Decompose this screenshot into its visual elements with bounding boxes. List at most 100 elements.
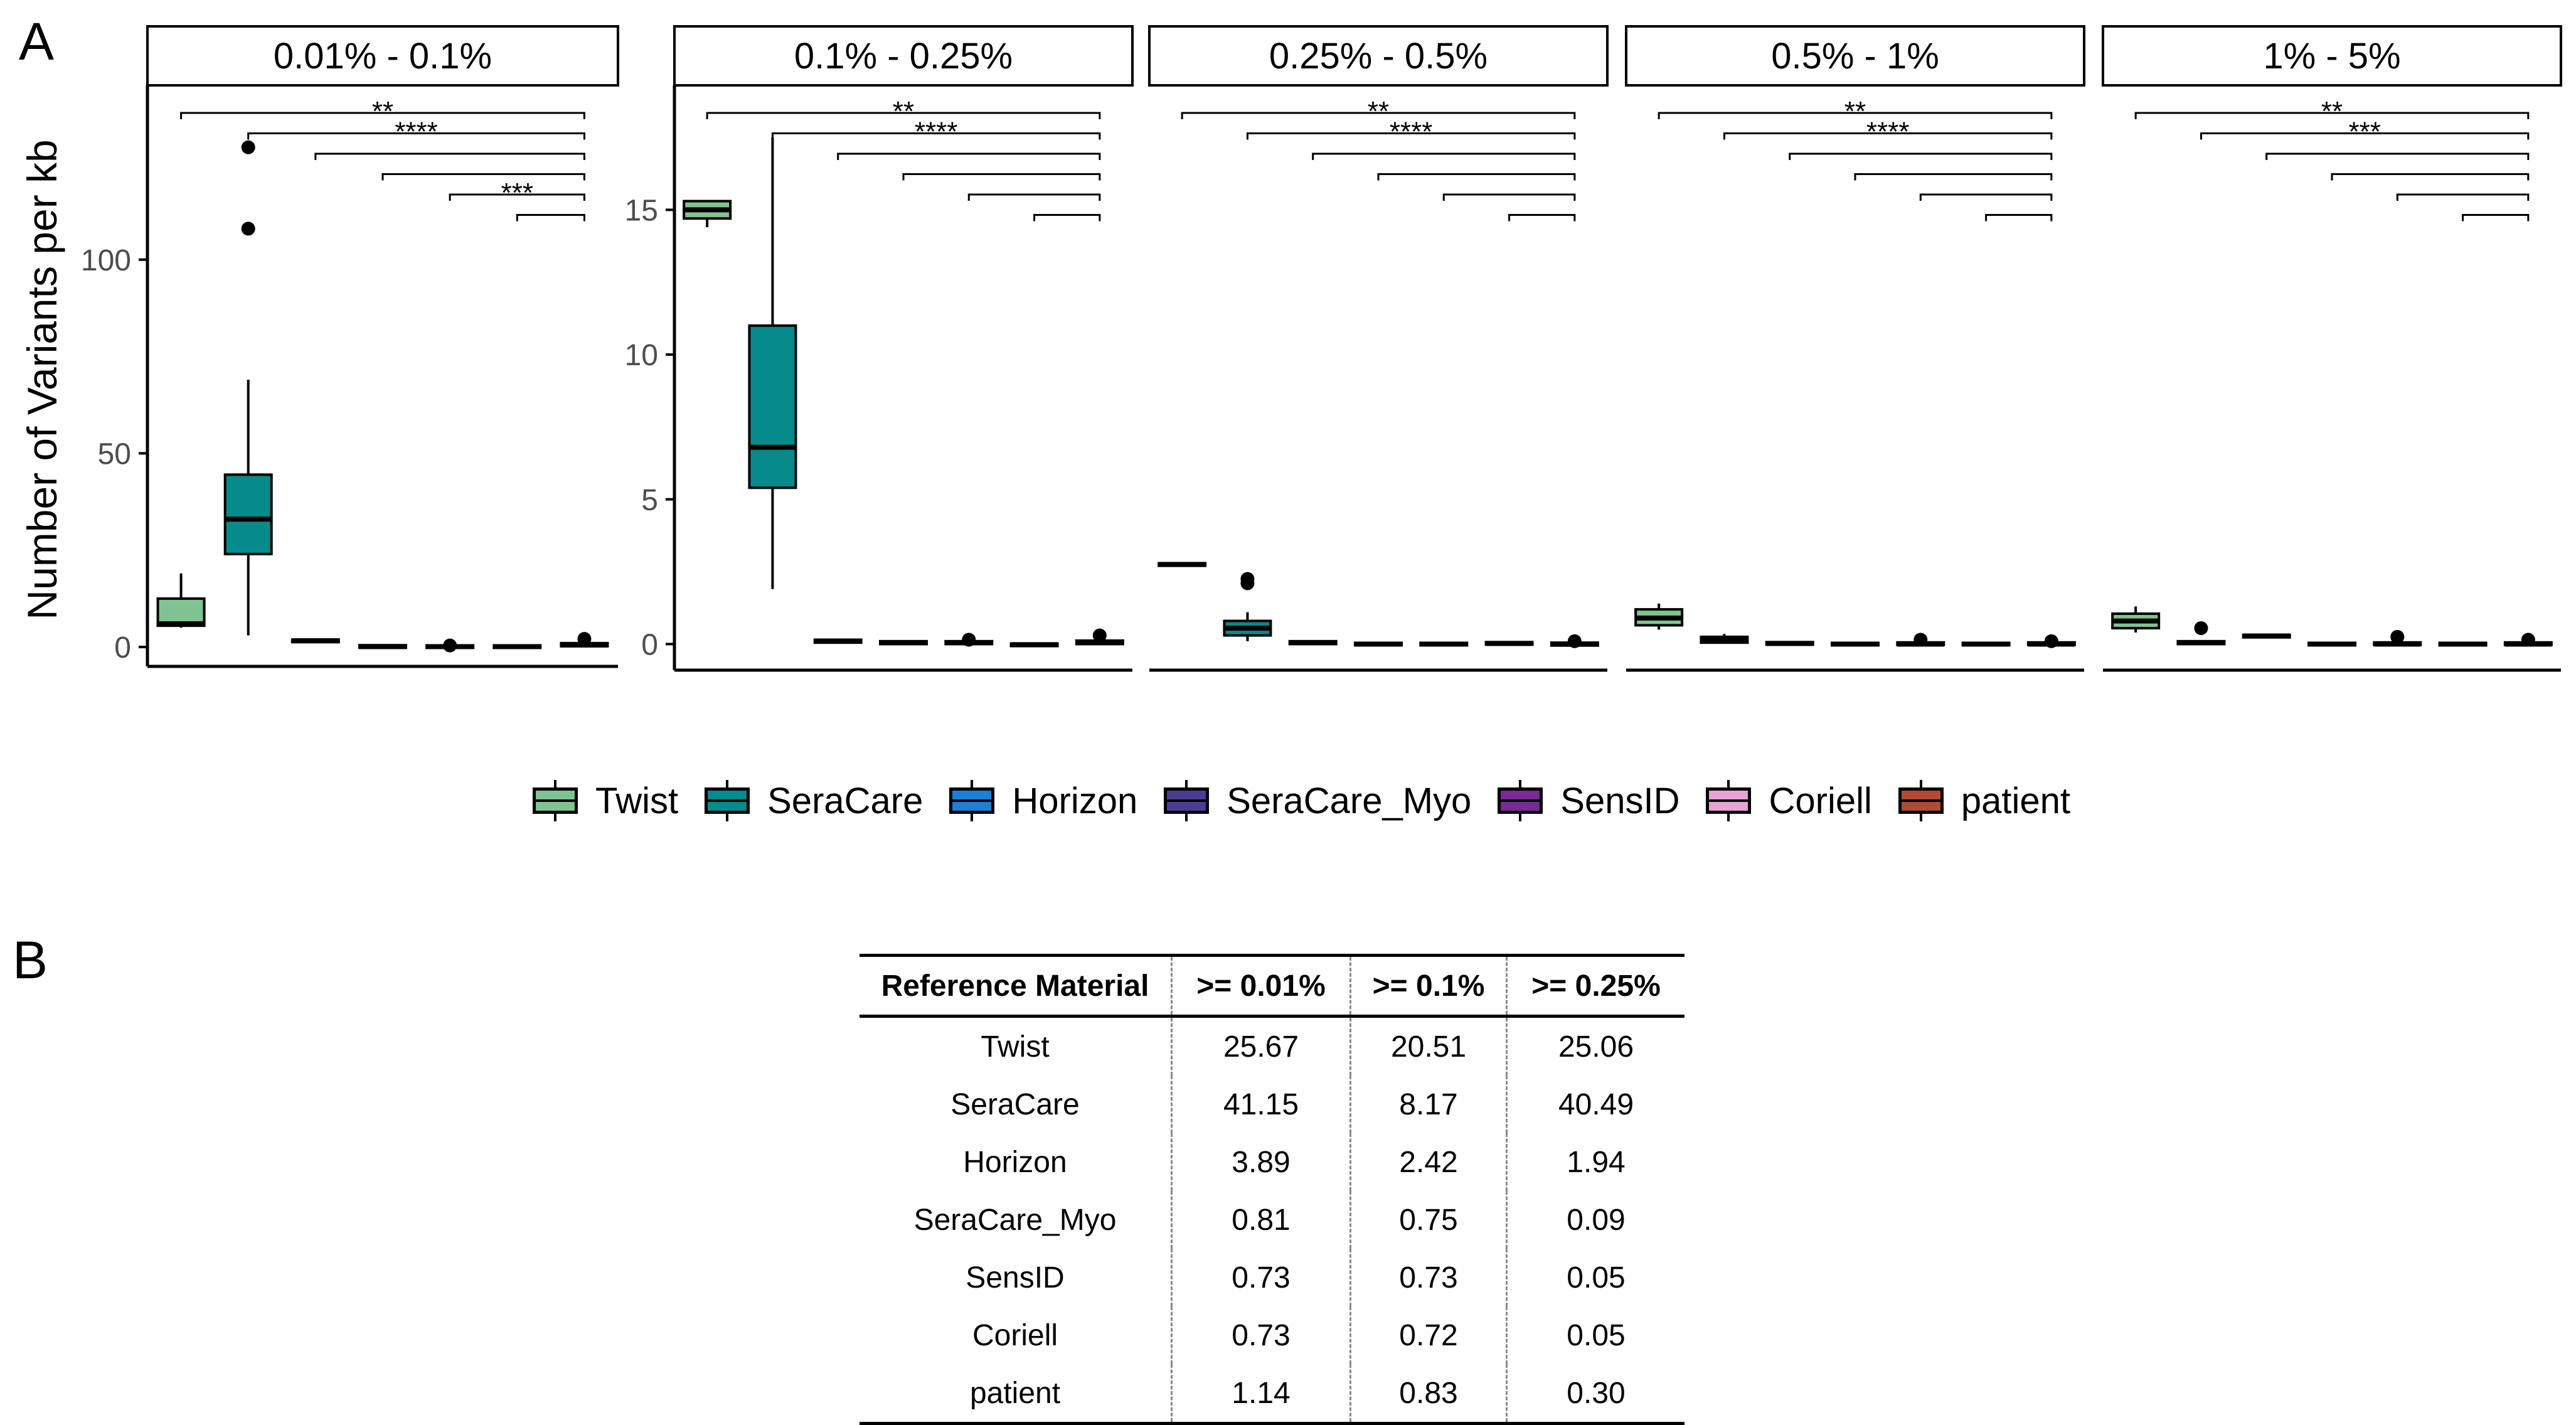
facet-5-bracket-twist-patient — [2134, 112, 2530, 119]
facet-4-strip — [1625, 25, 2085, 87]
panel-b-label: B — [13, 931, 48, 990]
legend-key-coriell — [1703, 780, 1754, 821]
facet-1-bracket-sensid-patient — [449, 193, 585, 201]
table-cell-value: 25.06 — [1506, 1016, 1685, 1075]
facet-2-bracket-sensid-patient — [967, 193, 1101, 201]
facet-2-y-tick-label: 10 — [625, 339, 658, 372]
table-cell-name: SensID — [966, 1261, 1065, 1294]
facet-4-bracket-horizon-patient — [1789, 152, 2053, 160]
table-cell-value: 0.73 — [1171, 1306, 1351, 1364]
facet-3-bracket-coriell-patient — [1508, 214, 1576, 221]
facet-1-bracket-seracare-patient-label: **** — [395, 117, 438, 147]
table-row: Horizon 3.89 2.42 1.94 — [860, 1133, 1685, 1191]
table-cell-value: 0.81 — [1171, 1191, 1351, 1249]
facet-5-strip — [2102, 25, 2562, 87]
facet-2-bracket-horizon-patient — [837, 152, 1101, 160]
table-cell-value: 0.30 — [1506, 1364, 1685, 1424]
facet-1-y-tick-label: 50 — [98, 437, 131, 471]
table-cell-name: Twist — [981, 1030, 1050, 1064]
facet-3-box-seracare-outlier — [1240, 572, 1255, 586]
header-reference-material: Reference Material — [881, 969, 1149, 1003]
facet-1-bracket-coriell-patient — [516, 214, 585, 221]
legend-label-sensid: SensID — [1560, 780, 1680, 821]
facet-5-bracket-seracare-patient-label: *** — [2348, 117, 2380, 147]
facet-3-strip — [1148, 25, 1609, 87]
facet-3-bracket-seracare-myo-patient — [1377, 173, 1576, 181]
table-row: Coriell 0.73 0.72 0.05 — [860, 1306, 1685, 1364]
legend-label-seracare: SeraCare — [767, 780, 923, 821]
table-cell-value: 3.89 — [1171, 1133, 1351, 1191]
legend-item-horizon: Horizon — [947, 780, 1137, 822]
facet-2-y-tick-label: 15 — [625, 194, 658, 227]
legend-key-seracare-myo — [1161, 780, 1211, 821]
legend-item-seracare-myo: SeraCare_Myo — [1161, 780, 1471, 822]
facet-1-bracket-seracare-patient — [247, 132, 585, 140]
header-ge-0-01: >= 0.01% — [1171, 955, 1351, 1017]
facet-2-strip — [673, 25, 1134, 87]
legend-item-seracare: SeraCare — [702, 780, 923, 822]
table-cell-value: 0.75 — [1349, 1191, 1507, 1249]
facet-4-bracket-seracare-patient-label: **** — [1866, 117, 1910, 147]
facet-4-bracket-sensid-patient — [1919, 193, 2053, 201]
facet-2-box-seracare — [748, 324, 797, 489]
facet-5-bracket-seracare-myo-patient — [2331, 173, 2530, 181]
facet-1-box-seracare-outlier — [241, 140, 255, 154]
facet-3-box-patient-outlier — [1567, 634, 1582, 648]
reference-material-table: Reference Material >= 0.01% >= 0.1% >= 0… — [860, 954, 1685, 1425]
legend-label-seracare-myo: SeraCare_Myo — [1227, 780, 1472, 821]
legend: Twist SeraCare Horizon SeraCare_Myo Sens… — [530, 771, 2094, 831]
legend-key-patient — [1896, 780, 1946, 821]
table-cell-name: SeraCare — [950, 1087, 1080, 1121]
facet-4-bracket-twist-patient-label: ** — [1844, 96, 1866, 127]
table-cell-value: 0.73 — [1171, 1249, 1351, 1306]
facet-1-box-seracare — [223, 473, 273, 555]
table-row: SeraCare_Myo 0.81 0.75 0.09 — [860, 1191, 1685, 1249]
table-cell-name: Coriell — [972, 1318, 1058, 1352]
facet-5-bracket-seracare-patient — [2200, 132, 2530, 140]
table-header-row: Reference Material >= 0.01% >= 0.1% >= 0… — [860, 955, 1685, 1017]
facet-5-box-sensid-outlier — [2390, 629, 2405, 644]
legend-key-sensid — [1495, 780, 1545, 821]
table-cell-value: 0.73 — [1349, 1249, 1507, 1306]
facet-1-bracket-seracare-myo-patient — [381, 173, 585, 181]
table-row: SeraCare 41.15 8.17 40.49 — [860, 1075, 1685, 1133]
legend-item-coriell: Coriell — [1703, 780, 1872, 822]
facet-2-bracket-seracare-myo-patient — [902, 173, 1101, 181]
table-cell-value: 2.42 — [1349, 1133, 1507, 1191]
facet-1-bracket-twist-patient — [180, 112, 585, 119]
facet-1-box-sensid-outlier — [443, 638, 457, 653]
legend-label-patient: patient — [1961, 780, 2071, 821]
facet-4-bracket-seracare-myo-patient — [1854, 173, 2053, 181]
header-ge-0-1: >= 0.1% — [1349, 955, 1507, 1017]
facet-4-box-patient-outlier — [2044, 634, 2058, 648]
table-cell-value: 25.67 — [1171, 1016, 1351, 1075]
facet-2-y-tick-label: 0 — [641, 628, 658, 661]
facet-4-strip-label: 0.5% - 1% — [1771, 36, 1939, 77]
legend-label-horizon: Horizon — [1012, 780, 1138, 821]
table-cell-value: 0.09 — [1506, 1191, 1685, 1249]
legend-label-coriell: Coriell — [1769, 780, 1872, 821]
facet-5-box-seracare-outlier — [2194, 621, 2208, 636]
table-cell-name: patient — [969, 1376, 1061, 1410]
legend-label-twist: Twist — [595, 780, 679, 821]
facet-2-box-sensid-outlier — [962, 632, 976, 647]
table-cell-value: 1.94 — [1506, 1133, 1685, 1191]
facet-3-strip-label: 0.25% - 0.5% — [1269, 36, 1488, 77]
table-cell-value: 1.14 — [1171, 1364, 1351, 1424]
legend-item-sensid: SensID — [1495, 780, 1679, 822]
facet-1-box-patient-outlier — [577, 632, 592, 646]
facet-3-bracket-sensid-patient — [1442, 193, 1576, 201]
table-cell-value: 0.83 — [1349, 1364, 1507, 1424]
facet-1-strip — [146, 25, 619, 87]
facet-1-box-seracare-outlier — [241, 221, 255, 236]
legend-key-horizon — [947, 780, 997, 821]
header-ge-0-25: >= 0.25% — [1506, 955, 1685, 1017]
facet-5-bracket-coriell-patient — [2462, 214, 2530, 221]
table-cell-value: 8.17 — [1349, 1075, 1507, 1133]
facet-2-bracket-twist-patient — [706, 112, 1101, 119]
facet-1-box-twist — [156, 597, 206, 627]
facet-4-box-sensid-outlier — [1913, 632, 1928, 647]
facet-2-strip-label: 0.1% - 0.25% — [794, 36, 1013, 77]
facet-1-bracket-sensid-patient-label: *** — [501, 178, 533, 208]
facet-5-bracket-horizon-patient — [2265, 152, 2530, 160]
